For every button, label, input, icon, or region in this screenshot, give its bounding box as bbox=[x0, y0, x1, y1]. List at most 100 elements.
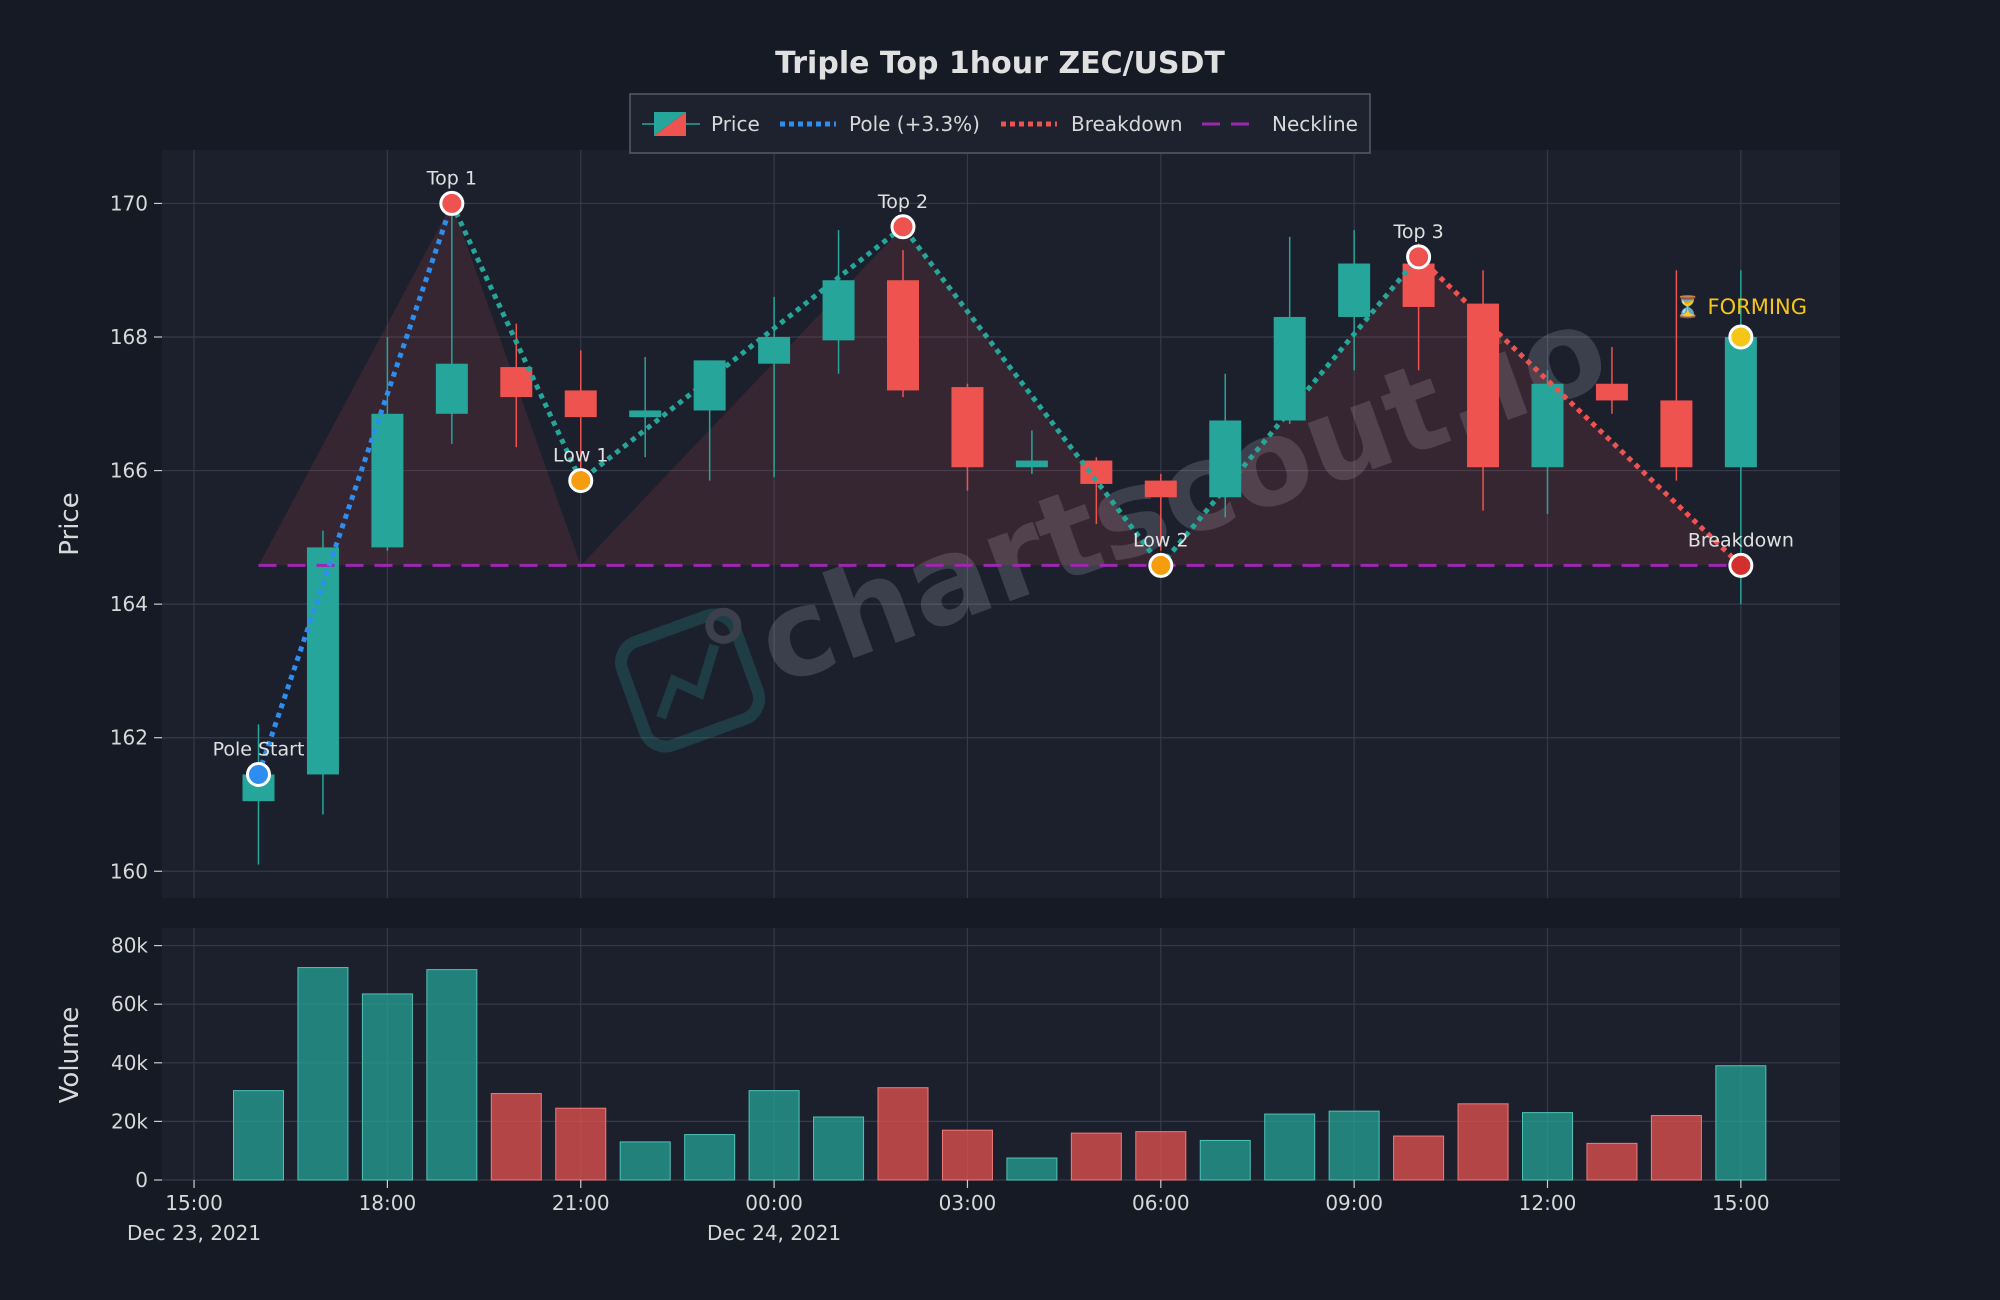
candle bbox=[1338, 230, 1371, 371]
legend-pole: Pole (+3.3%) bbox=[849, 112, 980, 136]
time-tick-label: 21:00 bbox=[552, 1191, 610, 1215]
candle-body bbox=[1595, 383, 1628, 401]
pattern-area bbox=[258, 203, 1741, 566]
price-tick-label: 170 bbox=[110, 191, 148, 215]
breakdown-label: Breakdown bbox=[1688, 529, 1794, 551]
candle bbox=[887, 250, 919, 398]
time-tick-label: 15:00 bbox=[165, 1191, 223, 1215]
candle bbox=[500, 323, 533, 448]
candle bbox=[1209, 373, 1242, 518]
top-2-label: Top 2 bbox=[877, 191, 928, 213]
axes: 160 162 164 166 168 170 0 20k 40k 60k 80k 15:00 Dec … bbox=[110, 191, 1770, 1245]
volume-bar bbox=[1586, 1142, 1638, 1181]
volume-bar bbox=[1650, 1115, 1702, 1181]
candle-body bbox=[1724, 337, 1757, 468]
candle-body bbox=[1402, 263, 1435, 307]
volume-bar bbox=[813, 1116, 865, 1181]
date-tick-label: Dec 24, 2021 bbox=[707, 1221, 841, 1245]
candle-body bbox=[1338, 263, 1371, 317]
volume-bar bbox=[1715, 1065, 1767, 1181]
volume-tick-label: 20k bbox=[111, 1109, 148, 1133]
candle-body bbox=[822, 280, 855, 341]
candle-body bbox=[758, 337, 791, 364]
pattern-lines bbox=[256, 202, 1743, 776]
volume-bar bbox=[297, 967, 349, 1181]
price-tick-label: 162 bbox=[110, 726, 148, 750]
top-3-label: Top 3 bbox=[1392, 221, 1443, 243]
pattern-line bbox=[449, 202, 1421, 570]
legend-price-swatch bbox=[642, 112, 700, 136]
forming-label: ⏳ FORMING bbox=[1675, 294, 1807, 319]
candle bbox=[1015, 430, 1048, 474]
candle-body bbox=[306, 547, 339, 775]
candle-body bbox=[371, 413, 404, 548]
watermark-logo-line bbox=[656, 643, 720, 720]
candle-body bbox=[1660, 400, 1693, 468]
candle-body bbox=[629, 410, 662, 418]
volume-bar bbox=[1070, 1132, 1122, 1181]
candle-body bbox=[1467, 303, 1500, 468]
candle bbox=[1531, 370, 1564, 514]
candle-body bbox=[951, 387, 984, 468]
time-tick-label: 18:00 bbox=[359, 1191, 417, 1215]
legend-price: Price bbox=[711, 112, 760, 136]
volume-bar bbox=[684, 1134, 736, 1181]
volume-panel bbox=[162, 928, 1840, 1180]
candle bbox=[1724, 270, 1757, 605]
candle bbox=[1080, 457, 1113, 524]
low-1-marker bbox=[568, 468, 594, 494]
forming-marker bbox=[1728, 324, 1754, 350]
time-tick-label: 03:00 bbox=[939, 1191, 997, 1215]
pattern-points: Pole Start Top 1 Low 1 Top 2 Low 2 Top 3 Break… bbox=[213, 167, 1807, 787]
volume-bar bbox=[619, 1141, 671, 1181]
pole-start-label: Pole Start bbox=[213, 738, 305, 760]
pole-line bbox=[256, 202, 455, 776]
volume-tick-label: 0 bbox=[135, 1168, 148, 1192]
volume-bar bbox=[490, 1093, 542, 1181]
time-tick-label: 09:00 bbox=[1325, 1191, 1383, 1215]
price-tick-label: 164 bbox=[110, 592, 148, 616]
volume-bar bbox=[233, 1090, 284, 1181]
candle bbox=[1144, 473, 1177, 551]
time-tick-label: 15:00 bbox=[1712, 1191, 1770, 1215]
candle bbox=[1660, 270, 1693, 481]
candle-body bbox=[1531, 383, 1564, 468]
pole-start-marker bbox=[246, 761, 271, 787]
volume-series bbox=[233, 967, 1767, 1181]
candle bbox=[822, 230, 855, 374]
chart-title: Triple Top 1hour ZEC/USDT bbox=[775, 46, 1225, 81]
candle-body bbox=[887, 280, 919, 391]
volume-bar bbox=[748, 1090, 800, 1181]
volume-bar bbox=[941, 1129, 993, 1181]
volume-bar bbox=[877, 1087, 929, 1181]
price-tick-label: 166 bbox=[110, 459, 148, 483]
volume-bar bbox=[1135, 1131, 1187, 1181]
candle bbox=[1273, 236, 1306, 424]
time-tick-label: 12:00 bbox=[1519, 1191, 1577, 1215]
candle bbox=[564, 350, 597, 481]
volume-bar bbox=[1328, 1110, 1380, 1181]
candle bbox=[1467, 270, 1500, 511]
candle-body bbox=[1273, 316, 1306, 421]
candle bbox=[1595, 347, 1628, 414]
candle-body bbox=[500, 367, 533, 398]
low-2-label: Low 2 bbox=[1133, 529, 1189, 551]
volume-bar bbox=[1393, 1135, 1445, 1181]
time-tick-label: 06:00 bbox=[1132, 1191, 1190, 1215]
breakdown-marker bbox=[1728, 552, 1754, 578]
volume-tick-label: 40k bbox=[111, 1051, 148, 1075]
candle-body bbox=[435, 363, 468, 414]
candle-body bbox=[564, 390, 597, 418]
candle-body bbox=[1080, 460, 1113, 484]
volume-bar bbox=[361, 993, 413, 1181]
candle bbox=[306, 530, 339, 815]
volume-bar bbox=[1457, 1103, 1509, 1181]
volume-tick-label: 80k bbox=[111, 934, 148, 958]
price-tick-label: 168 bbox=[110, 325, 148, 349]
top-1-label: Top 1 bbox=[426, 167, 477, 189]
candle bbox=[629, 357, 662, 458]
volume-bar bbox=[1522, 1112, 1573, 1181]
time-tick-label: 00:00 bbox=[745, 1191, 803, 1215]
candle bbox=[951, 383, 984, 491]
